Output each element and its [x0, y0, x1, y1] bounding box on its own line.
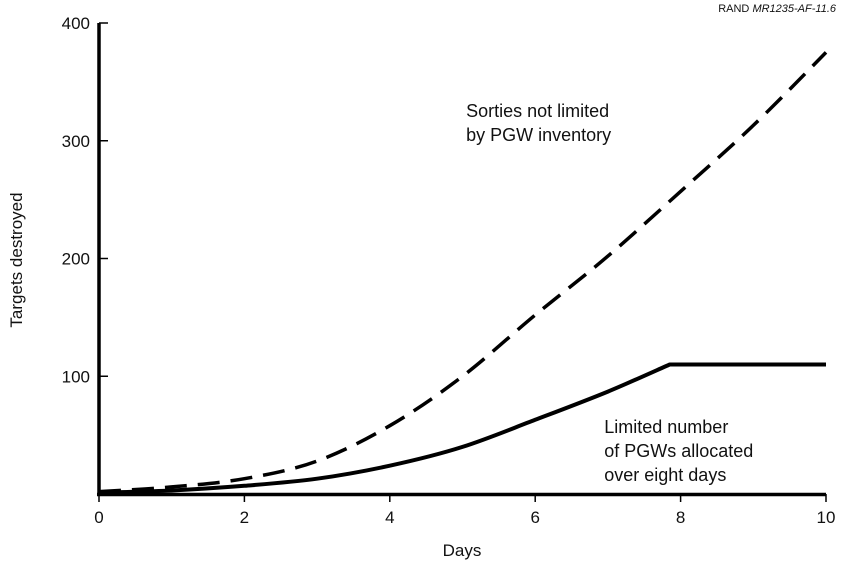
x-axis-title: Days [443, 541, 482, 560]
annotation-text: Limited number [604, 417, 728, 437]
annotation-text: by PGW inventory [466, 125, 611, 145]
annotation-text: over eight days [604, 465, 726, 485]
x-tick-label: 6 [530, 508, 539, 527]
y-tick-label: 100 [62, 367, 90, 386]
x-tick-group: 0 2 4 6 8 10 [94, 494, 835, 527]
x-tick-label: 2 [240, 508, 249, 527]
series-line-dashed [98, 51, 828, 494]
y-tick-group: 100 200 300 400 [62, 14, 108, 386]
source-label: RAND MR1235-AF-11.6 [718, 3, 837, 15]
series-layer [98, 51, 828, 495]
x-tick-label: 4 [385, 508, 394, 527]
y-tick-label: 300 [62, 132, 90, 151]
x-tick-label: 10 [817, 508, 836, 527]
annotation-layer: Sorties not limited by PGW inventory Limit… [466, 101, 753, 485]
y-axis-title: Targets destroyed [7, 192, 26, 327]
x-tick-label: 0 [94, 508, 103, 527]
y-tick-label: 400 [62, 14, 90, 33]
annotation-text: of PGWs allocated [604, 441, 753, 461]
y-tick-label: 200 [62, 250, 90, 269]
annotation-text: Sorties not limited [466, 101, 609, 121]
series-line-solid [98, 362, 826, 495]
x-tick-label: 8 [676, 508, 685, 527]
